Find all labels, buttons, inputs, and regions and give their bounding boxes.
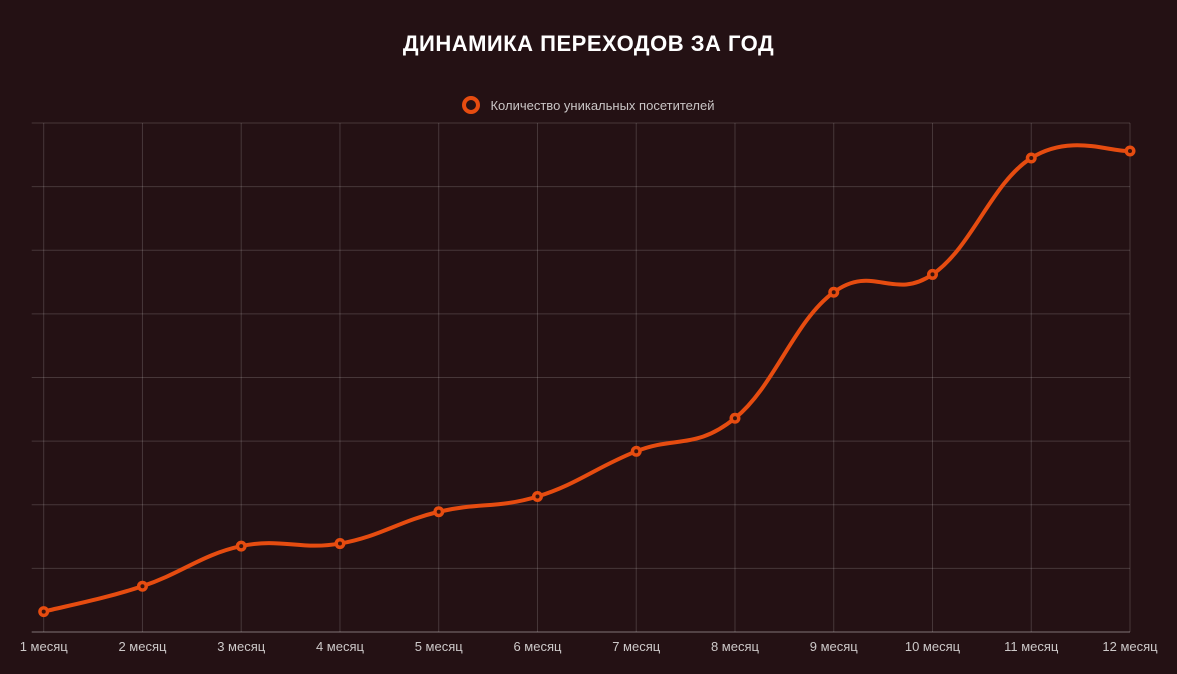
- x-axis-label: 1 месяц: [20, 639, 69, 654]
- x-axis-label: 4 месяц: [316, 639, 365, 654]
- x-axis-label: 11 месяц: [1004, 639, 1059, 654]
- data-point-marker-center: [831, 290, 836, 295]
- series-line: [41, 143, 1132, 614]
- x-axis-label: 3 месяц: [217, 639, 266, 654]
- x-axis-label: 8 месяц: [711, 639, 760, 654]
- data-point-marker-center: [930, 272, 935, 277]
- data-point-marker-center: [732, 416, 737, 421]
- x-axis-label: 10 месяц: [905, 639, 961, 654]
- x-axis-label: 7 месяц: [612, 639, 661, 654]
- x-axis-label: 5 месяц: [415, 639, 464, 654]
- data-point-marker-center: [1128, 148, 1132, 153]
- x-axis-label: 9 месяц: [810, 639, 859, 654]
- data-point-marker-center: [140, 584, 145, 589]
- data-point-marker-center: [634, 449, 639, 454]
- x-axis-label: 2 месяц: [118, 639, 167, 654]
- x-axis-label: 6 месяц: [513, 639, 562, 654]
- data-point-marker-center: [436, 509, 441, 514]
- data-point-marker-center: [337, 541, 342, 546]
- data-point-marker-center: [535, 494, 540, 499]
- data-point-marker-center: [41, 609, 46, 614]
- legend-ring-icon: [462, 96, 481, 114]
- legend-label: Количество уникальных посетителей: [490, 97, 715, 113]
- chart-title: ДИНАМИКА ПЕРЕХОДОВ ЗА ГОД: [402, 31, 775, 56]
- x-axis-label: 12 месяц: [1102, 639, 1158, 654]
- data-point-marker-center: [239, 544, 244, 549]
- data-point-marker-center: [1029, 155, 1034, 160]
- legend-item-unique-visitors[interactable]: Количество уникальных посетителей: [0, 96, 1177, 114]
